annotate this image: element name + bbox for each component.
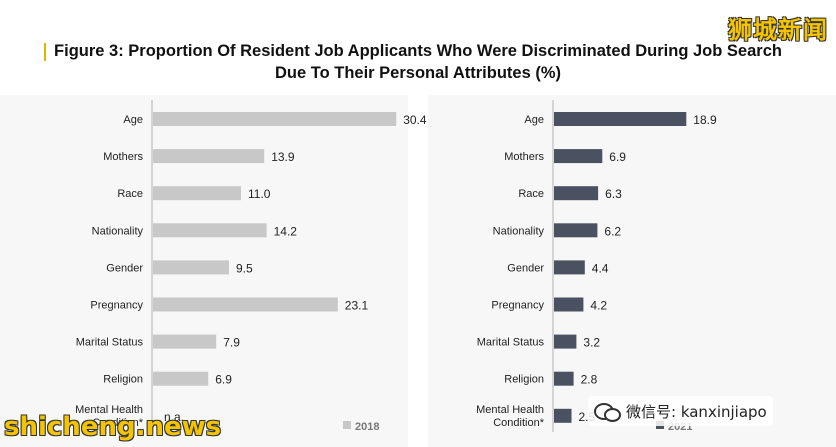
bar-2021	[554, 112, 687, 126]
title-accent-bar	[44, 43, 46, 61]
panel-background-2021	[428, 95, 836, 447]
category-label-2018: Gender	[106, 262, 143, 274]
wechat-icon	[594, 401, 621, 422]
wechat-watermark: 微信号: kanxinjiapo	[588, 396, 773, 426]
category-label-2018: Religion	[103, 374, 143, 386]
category-label-2021: Pregnancy	[491, 300, 544, 312]
bar-2018	[153, 149, 265, 164]
category-label-2021: Mothers	[504, 151, 544, 163]
value-label-2021: 3.2	[583, 336, 600, 350]
bar-2021	[554, 297, 584, 312]
value-label-2018: n.a.	[164, 410, 184, 424]
value-label-2018: 23.1	[345, 299, 369, 313]
category-label-2018: Age	[123, 114, 143, 126]
category-label-2018: Pregnancy	[90, 300, 143, 312]
category-label-2021: Gender	[507, 262, 544, 274]
watermark-top-right: 狮城新闻	[728, 16, 828, 44]
bar-2018	[153, 223, 267, 238]
category-label-2018: Nationality	[92, 225, 144, 237]
value-label-2018: 11.0	[248, 187, 271, 201]
category-label-2021: Marital Status	[477, 337, 545, 349]
chart-title: Figure 3: Proportion Of Resident Job App…	[0, 40, 836, 84]
value-label-2021: 4.2	[590, 299, 607, 313]
chart-title-line2: Due To Their Personal Attributes (%)	[274, 64, 562, 82]
value-label-2021: 6.3	[605, 187, 622, 201]
category-label-2021: Religion	[504, 374, 544, 386]
category-label-2018: Race	[117, 188, 143, 200]
bar-2021	[554, 334, 577, 349]
value-label-2018: 13.9	[271, 150, 295, 164]
value-label-2018: 6.9	[215, 373, 232, 387]
value-label-2018: 14.2	[274, 224, 298, 238]
bar-2018	[153, 260, 229, 275]
bar-2021	[554, 260, 585, 275]
value-label-2018: 9.5	[236, 261, 253, 275]
value-label-2021: 6.9	[609, 150, 626, 164]
bar-2021	[554, 371, 574, 386]
bar-2018	[153, 186, 241, 201]
bar-2018	[153, 297, 338, 312]
category-label-2018: Mothers	[103, 151, 143, 163]
bar-2018	[153, 371, 209, 386]
value-label-2018: 7.9	[223, 336, 240, 350]
legend-label-2018: 2018	[355, 421, 379, 433]
bar-2021	[554, 223, 598, 238]
bar-2021	[554, 186, 599, 201]
chart-title-line1: Figure 3: Proportion Of Resident Job App…	[54, 42, 782, 60]
wechat-text: 微信号: kanxinjiapo	[626, 402, 767, 421]
category-label-2021: Mental Health Condition*	[476, 404, 545, 429]
legend-swatch-2018	[343, 421, 351, 429]
bar-2021	[554, 149, 603, 164]
value-label-2021: 2.8	[581, 373, 598, 387]
bar-2021	[554, 408, 572, 423]
value-label-2018: 30.4	[403, 113, 427, 127]
category-label-2021: Race	[518, 188, 544, 200]
value-label-2021: 6.2	[604, 224, 621, 238]
value-label-2021: 18.9	[693, 113, 717, 127]
bar-2018	[153, 334, 217, 349]
category-label-2018: Marital Status	[76, 337, 144, 349]
category-label-2021: Age	[524, 114, 544, 126]
category-label-2018: Mental Health Condition*	[75, 404, 144, 429]
watermark-bottom-left: shicheng.news	[4, 412, 222, 442]
category-label-2021: Nationality	[493, 225, 545, 237]
value-label-2021: 4.4	[592, 261, 609, 275]
bar-2018	[153, 112, 397, 126]
